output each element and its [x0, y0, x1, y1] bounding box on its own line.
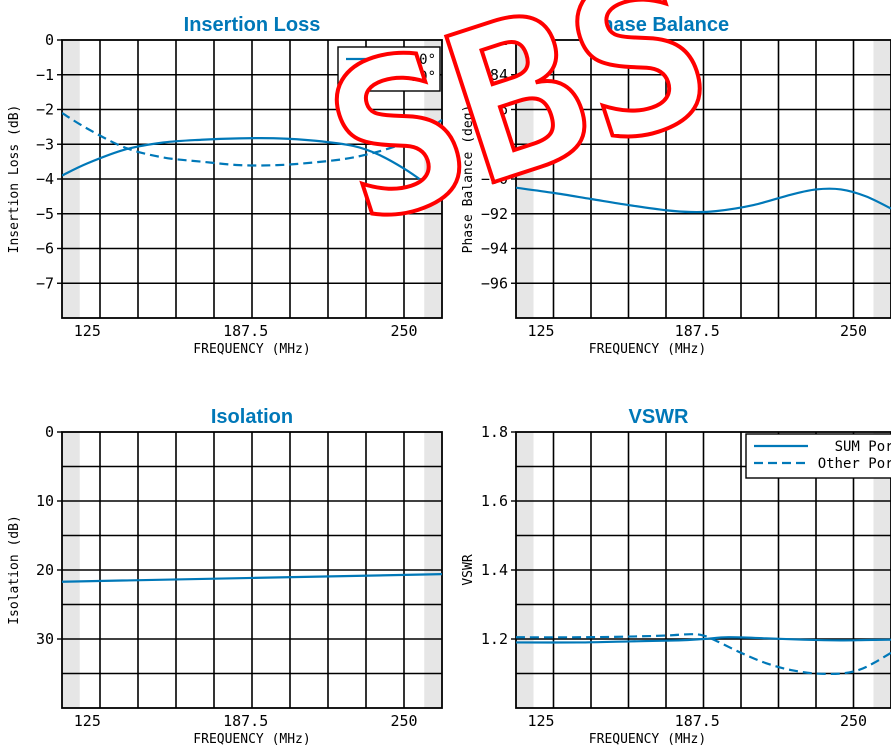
y-tick-label: −7: [36, 274, 54, 292]
y-tick-label: −5: [36, 205, 54, 223]
y-tick-label: 1.6: [481, 492, 508, 510]
x-tick-label: 125: [527, 712, 554, 730]
series-line-90: [62, 112, 442, 167]
x-tick-label: 187.5: [675, 322, 720, 340]
y-tick-label: 1.4: [481, 561, 508, 579]
chart-title: Phase Balance: [588, 14, 729, 36]
x-axis-label: FREQUENCY (MHz): [589, 342, 706, 357]
series-line-0: [62, 137, 442, 198]
x-tick-label: 187.5: [223, 712, 268, 730]
legend-label: SUM Port: [835, 439, 891, 455]
legend-label: Other Port: [818, 456, 891, 472]
y-tick-label: −84: [481, 66, 508, 84]
y-tick-label: −6: [36, 240, 54, 258]
y-tick-label: −90: [481, 170, 508, 188]
legend-box: [745, 433, 891, 479]
grid: [516, 432, 891, 708]
legend: SUM PortOther Port: [745, 433, 891, 479]
x-tick-label: 250: [390, 712, 417, 730]
series-line-sum-port: [516, 636, 891, 644]
y-tick-label: −92: [481, 205, 508, 223]
grid: [62, 432, 442, 708]
y-tick-label: −2: [36, 101, 54, 119]
legend-label: -90°: [402, 69, 436, 85]
legend-label: 0°: [419, 52, 436, 68]
chart-title: Insertion Loss: [184, 14, 321, 36]
x-axis-label: FREQUENCY (MHz): [193, 342, 310, 357]
y-axis-label: VSWR: [461, 554, 476, 585]
y-tick-label: 30: [36, 630, 54, 648]
chart-panel-4: VSWR 1.8 1.6 1.4 1.2 125 187.5 250 FREQUENCY (MH…: [461, 406, 891, 747]
y-tick-label: −96: [481, 274, 508, 292]
y-tick-label: −88: [481, 135, 508, 153]
x-tick-label: 250: [840, 322, 867, 340]
y-tick-label: −3: [36, 135, 54, 153]
series-line-series-0: [516, 186, 891, 214]
y-axis-label: Phase Balance (deg): [461, 105, 476, 254]
y-tick-label: 10: [36, 492, 54, 510]
x-tick-label: 125: [74, 322, 101, 340]
chart-panel-1: Insertion Loss 0 −1 −2 −3 −4 −5 −6 −7 125 187.5 250…: [7, 14, 443, 357]
series-line-series-0: [62, 573, 442, 583]
legend: 0°-90°: [337, 46, 441, 92]
chart-panel-2: Phase Balance −82 −84 −86 −88 −90 −92 −94 −96 125…: [461, 14, 891, 357]
y-tick-label: −94: [481, 240, 508, 258]
grid: [62, 40, 442, 318]
x-tick-label: 125: [74, 712, 101, 730]
chart-title: VSWR: [629, 406, 690, 428]
y-tick-label: 0: [45, 31, 54, 49]
y-tick-label: −86: [481, 101, 508, 119]
y-axis-label: Insertion Loss (dB): [7, 105, 22, 254]
x-tick-label: 125: [527, 322, 554, 340]
y-tick-label: 20: [36, 561, 54, 579]
y-tick-label: −4: [36, 170, 54, 188]
grid: [516, 40, 891, 318]
x-tick-label: 250: [390, 322, 417, 340]
y-tick-label: 0: [45, 423, 54, 441]
y-tick-label: 1.2: [481, 630, 508, 648]
chart-title: Isolation: [211, 406, 293, 428]
x-axis-label: FREQUENCY (MHz): [193, 732, 310, 747]
y-tick-label: −1: [36, 66, 54, 84]
x-tick-label: 187.5: [675, 712, 720, 730]
legend-box: [337, 46, 441, 92]
y-axis-label: Isolation (dB): [7, 515, 22, 625]
y-tick-label: −82: [481, 31, 508, 49]
chart-panel-3: Isolation 0 10 20 30 125 187.5 250 FREQUENCY (MH…: [7, 406, 443, 747]
y-tick-label: 1.8: [481, 423, 508, 441]
x-tick-label: 250: [840, 712, 867, 730]
series-line-other-port: [516, 633, 891, 676]
x-axis-label: FREQUENCY (MHz): [589, 732, 706, 747]
x-tick-label: 187.5: [223, 322, 268, 340]
